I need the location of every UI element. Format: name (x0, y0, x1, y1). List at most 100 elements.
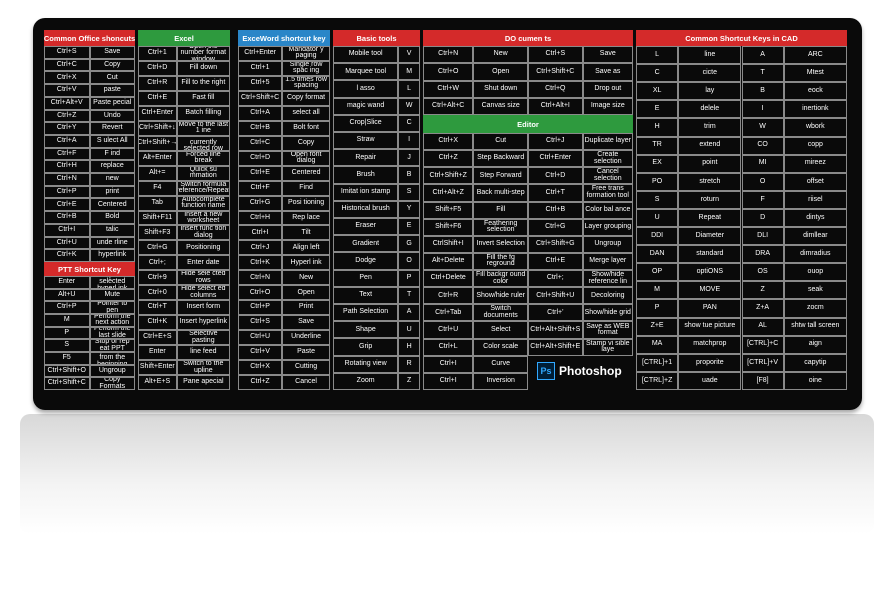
shortcut-desc: Perform the last slide (89, 326, 135, 340)
shortcut-key: U (636, 208, 679, 228)
shortcut-key: Eraser (333, 218, 399, 236)
shortcut-key: MA (636, 335, 679, 354)
shortcut-key: D (741, 208, 784, 228)
shortcut-desc: paste (89, 84, 135, 97)
shortcut-desc: Diameter (678, 227, 742, 246)
shortcut-desc: Open the number format window (176, 46, 230, 61)
shortcut-key: Repair (333, 149, 399, 167)
shortcut-desc: L (398, 80, 420, 98)
logo-text: Photoshop (559, 364, 622, 378)
shortcut-desc: Ungroup (89, 364, 135, 378)
shortcut-key: Ctrl+G (138, 240, 177, 256)
shortcut-key: Ctrl+V (238, 345, 283, 361)
shortcut-desc: eock (783, 82, 847, 101)
shortcut-desc: Check the currently selected row (176, 135, 230, 151)
section-header: Common Office shoncuts (44, 30, 135, 46)
shortcut-key: F (741, 190, 784, 209)
shortcut-key: I (741, 100, 784, 119)
shortcut-key: Rotating view (333, 355, 399, 373)
shortcut-desc: Fast fill (176, 90, 230, 106)
shortcut-key: Z+A (741, 299, 784, 318)
shortcut-key: DLI (741, 227, 784, 246)
shortcut-key: Alt+E+S (138, 375, 177, 390)
shortcut-key: DDI (636, 227, 679, 246)
shortcut-desc: Bold (89, 211, 135, 224)
shortcut-key: Straw (333, 132, 399, 150)
shortcut-desc: T (398, 286, 420, 304)
shortcut-desc: Copy Formats (89, 377, 135, 390)
shortcut-key: Ctrl+Z (44, 109, 90, 123)
shortcut-desc: proporite (678, 353, 742, 372)
shortcut-desc: Enter date (176, 255, 230, 271)
shortcut-desc: Revert (89, 122, 135, 135)
shortcut-desc: 1.5 times row spacing (282, 75, 330, 91)
shortcut-key: Ctrl+V (44, 84, 90, 97)
shortcut-key: Enter (138, 345, 177, 361)
shortcut-desc: stretch (678, 172, 742, 191)
shortcut-desc: new (89, 173, 135, 186)
shortcut-key: Dodge (333, 252, 399, 270)
shortcut-desc: Hyperl ink (282, 255, 330, 271)
shortcut-key: Shift+F3 (138, 225, 177, 241)
shortcut-desc: New (473, 46, 528, 64)
shortcut-key: H (636, 118, 679, 137)
shortcut-desc: Free trans formation tool (582, 184, 633, 202)
shortcut-key: Ctrl+F (44, 147, 90, 161)
shortcut-desc: Show/hide reference lin (582, 270, 633, 288)
section-header: Common Shortcut Keys in CAD (636, 30, 847, 46)
shortcut-key: S (636, 190, 679, 209)
shortcut-desc: Invert Selection (473, 235, 528, 253)
shortcut-key: Ctrl+G (238, 195, 283, 211)
shortcut-key: Ctrl+K (138, 315, 177, 331)
shortcut-key: Imitat ion stamp (333, 183, 399, 201)
shortcut-key: [CTRL]+C (741, 335, 784, 354)
shortcut-desc: Duplicate layer (582, 133, 633, 151)
shortcut-key: Ctrl+J (238, 240, 283, 256)
shortcut-desc: Step Backward (473, 150, 528, 168)
shortcut-key: DAN (636, 245, 679, 264)
shortcut-desc: Cancel (282, 375, 330, 390)
shortcut-key: Ctrl+F (238, 180, 283, 196)
shortcut-key: Ctrl+N (44, 173, 90, 186)
shortcut-desc: E (398, 218, 420, 236)
shortcut-desc: J (398, 149, 420, 167)
shortcut-desc: replace (89, 160, 135, 174)
shortcut-key: Ctrl+O (238, 285, 283, 301)
shortcut-desc: V (398, 46, 420, 64)
shortcut-desc: F ind (89, 147, 135, 161)
shortcut-desc: Inversion (473, 372, 528, 390)
shortcut-key: Ctrl+Shift+→ (138, 135, 177, 151)
shortcut-desc: S (398, 183, 420, 201)
shortcut-desc: line feed (176, 345, 230, 361)
shortcut-key: Alt+= (138, 165, 177, 181)
shortcut-key: MI (741, 154, 784, 173)
shortcut-key: Ctrl+B (44, 211, 90, 224)
shortcut-desc: Mandator y paging (282, 46, 330, 61)
shortcut-desc: mireez (783, 154, 847, 173)
shortcut-key: Ctrl+B (528, 201, 583, 219)
shortcut-desc: Fill down (176, 60, 230, 76)
shortcut-key: Ctrl+W (423, 80, 474, 98)
shortcut-desc: Save (582, 46, 633, 64)
shortcut-desc: Drop out (582, 80, 633, 98)
shortcut-desc: Select (473, 321, 528, 339)
shortcut-key: magic wand (333, 97, 399, 115)
shortcut-desc: Color scale (473, 338, 528, 356)
shortcut-desc: MOVE (678, 281, 742, 300)
shortcut-key: XL (636, 82, 679, 101)
shortcut-key: Ctrl+E (528, 252, 583, 271)
shortcut-desc: ARC (783, 46, 847, 65)
shortcut-key: OS (741, 263, 784, 282)
shortcut-key: Ctrl+Shift+↓ (138, 120, 177, 136)
shortcut-key: Ctrl+E (138, 90, 177, 106)
shortcut-desc: delele (678, 100, 742, 119)
shortcut-desc: Batch filling (176, 105, 230, 121)
shortcut-desc: B (398, 166, 420, 184)
shortcut-desc: Insert func tion dialog (176, 225, 230, 241)
shortcut-desc: inertionk (783, 100, 847, 119)
shortcut-key: Ctrl+N (423, 46, 474, 64)
shortcut-desc: line (678, 46, 742, 65)
shortcut-key: Ctrl+Enter (138, 105, 177, 121)
shortcut-key: Shift+F5 (423, 201, 474, 219)
shortcut-desc: Cancel selection (582, 167, 633, 185)
